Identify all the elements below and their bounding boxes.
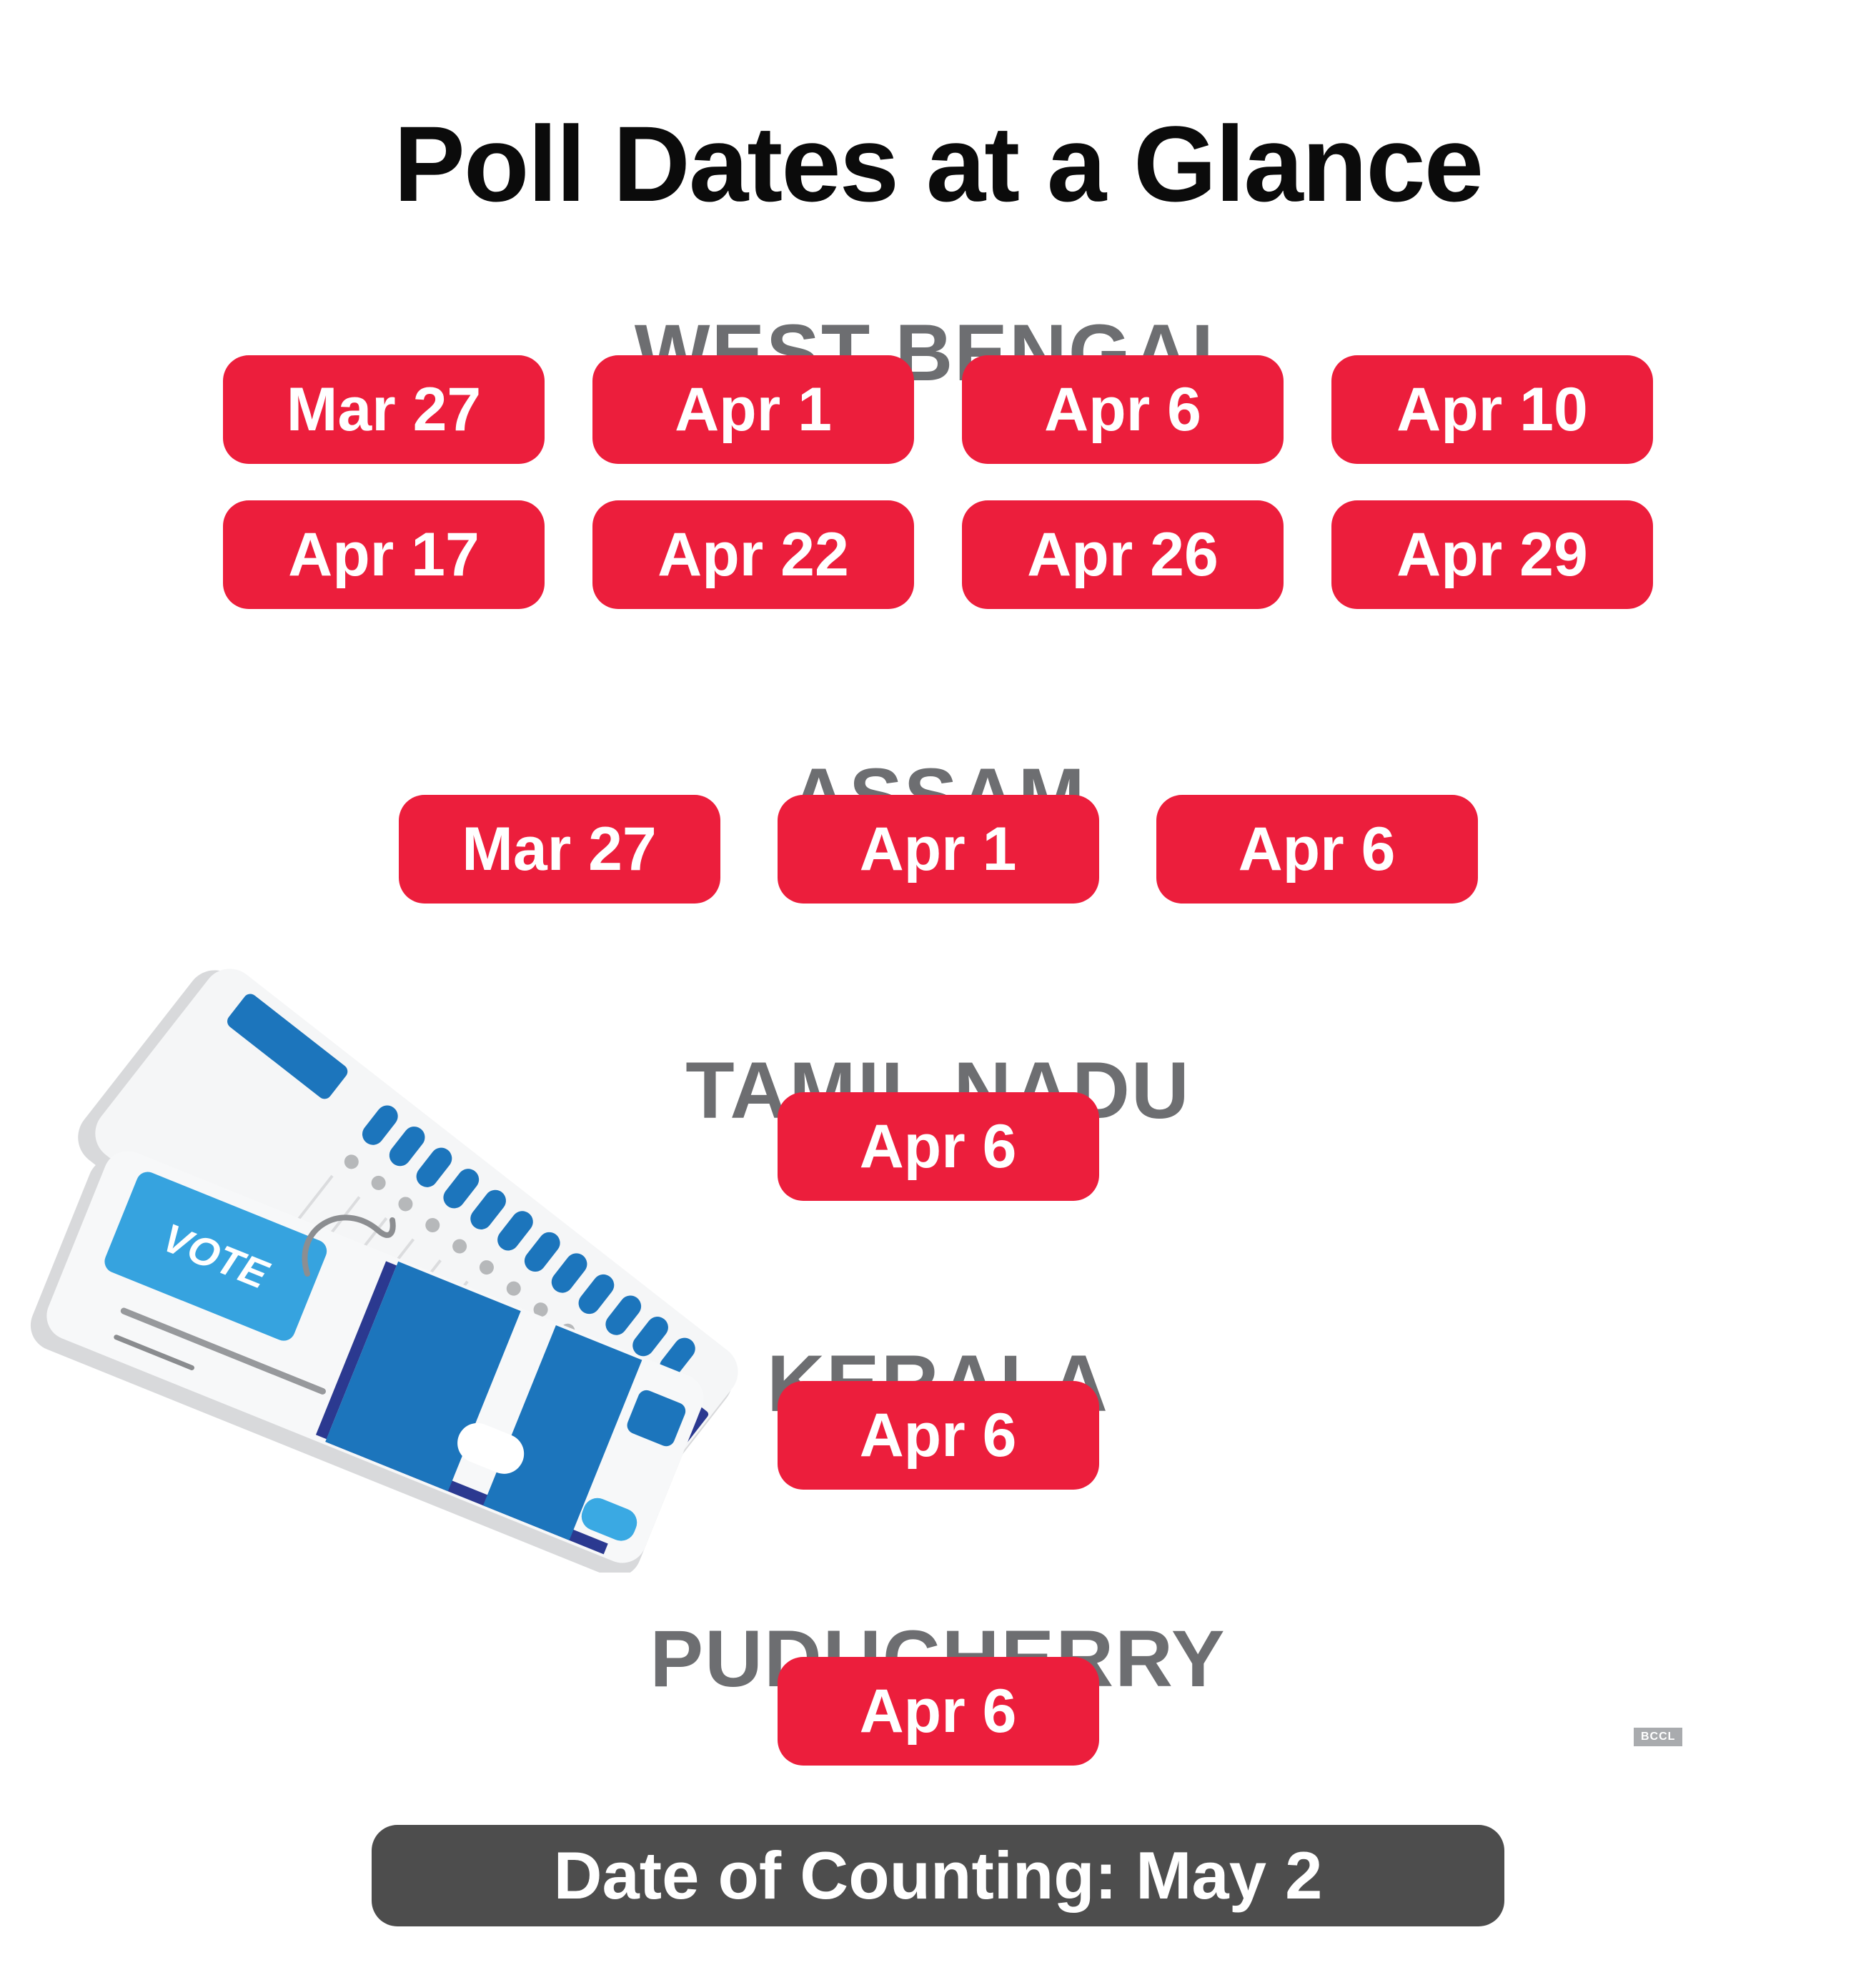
control-blue-button [627,1390,686,1447]
counting-date-bar: Date of Counting: May 2 [372,1825,1504,1926]
date-badge: Apr 6 [962,355,1284,464]
date-badge: Apr 6 [777,1092,1099,1201]
control-blue-panel-2 [482,1325,642,1540]
control-slot-line [120,1307,326,1395]
date-badge: Apr 1 [777,795,1099,904]
date-badge: Mar 27 [398,795,720,904]
assam-badge-row: Mar 27 Apr 1 Apr 6 [0,795,1876,904]
puducherry-badge-row: Apr 6 [0,1657,1876,1766]
ballot-buttons [362,1105,695,1377]
date-badge: Apr 22 [592,500,914,609]
date-badge: Apr 10 [1331,355,1653,464]
date-badge: Apr 17 [223,500,545,609]
control-slot-line-short [114,1335,194,1370]
date-badge: Mar 27 [223,355,545,464]
west-bengal-badge-row-2: Apr 17 Apr 22 Apr 26 Apr 29 [0,500,1876,609]
page-title: Poll Dates at a Glance [393,103,1484,224]
date-badge: Apr 29 [1331,500,1653,609]
control-blue-panel-1 [325,1261,521,1492]
date-badge: Apr 1 [592,355,914,464]
control-white-button [457,1422,525,1474]
tamil-nadu-badge-row: Apr 6 [0,1092,1876,1201]
vote-screen [104,1172,327,1341]
control-lightblue-button [581,1498,637,1541]
evm-control-unit: VOTE [30,1151,704,1573]
evm-cable [302,1214,396,1277]
date-badge: Apr 26 [962,500,1284,609]
date-badge: Apr 6 [777,1657,1099,1766]
bccl-credit-badge: BCCL [1634,1728,1683,1746]
ballot-top-strip [227,994,348,1099]
kerala-badge-row: Apr 6 [0,1381,1876,1490]
date-badge: Apr 6 [1156,795,1478,904]
west-bengal-badge-row-1: Mar 27 Apr 1 Apr 6 Apr 10 [0,355,1876,464]
evm-illustration: VOTE [30,969,738,1573]
date-badge: Apr 6 [777,1381,1099,1490]
